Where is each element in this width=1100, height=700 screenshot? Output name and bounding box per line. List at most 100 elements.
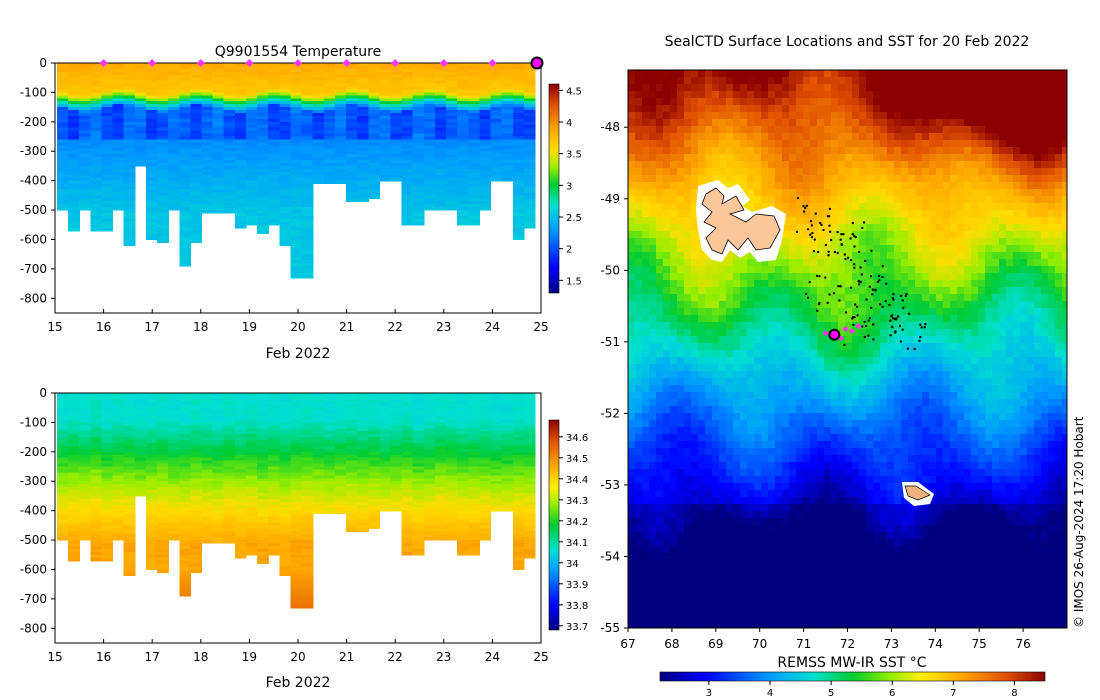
section-cell [190,445,203,450]
section-cell [379,118,392,123]
section-cell [79,407,91,412]
section-cell [479,395,492,400]
section-cell [101,115,114,120]
sst-cell [880,91,888,99]
section-cell [57,145,69,149]
section-cell [490,457,503,462]
section-cell [290,115,303,120]
section-cell [412,168,425,173]
section-cell [268,498,280,503]
section-cell [234,398,247,403]
section-cell [101,469,114,474]
section-cell [401,445,414,450]
section-cell [479,65,492,70]
section-cell [468,148,481,152]
section-cell [523,440,536,444]
section-cell [423,516,436,521]
section-cell [290,395,303,400]
section-cell [312,448,325,453]
section-cell [157,68,169,73]
section-cell [434,419,447,424]
section-cell [357,425,369,429]
section-cell [479,98,492,102]
section-cell [145,101,158,105]
section-cell [212,510,225,515]
section-cell [412,440,425,444]
section-cell [501,454,514,459]
section-cell [290,560,303,565]
section-cell [157,466,169,471]
section-cell [101,448,114,453]
section-cell [390,130,403,135]
section-cell [123,171,136,176]
section-cell [512,74,525,79]
section-cell [312,487,325,491]
section-cell [479,419,492,424]
section-cell [446,504,458,509]
sst-cell [684,84,692,92]
section-cell [123,198,136,202]
section-cell [390,121,403,126]
sst-cell [1013,84,1021,92]
section-cell [401,507,414,512]
section-cell [401,118,414,123]
section-cell [101,171,114,176]
section-cell [479,110,492,114]
section-cell [101,80,114,85]
section-cell [457,504,469,509]
section-cell [234,174,247,179]
section-cell [57,80,69,85]
section-cell [334,95,347,99]
section-cell [423,207,436,211]
section-cell [157,115,169,120]
section-cell [201,160,214,164]
section-cell [212,183,225,188]
section-cell [190,233,203,238]
section-cell [57,189,69,194]
section-cell [523,195,536,199]
section-cell [134,472,147,476]
section-cell [57,151,69,155]
section-cell [201,189,214,194]
section-cell [323,493,336,497]
section-cell [290,419,303,424]
section-cell [523,460,536,465]
section-cell [423,171,436,176]
section-cell [212,198,225,202]
section-cell [423,445,436,450]
section-cell [401,466,414,471]
section-cell [390,177,403,182]
section-cell [68,513,80,518]
section-cell [290,95,303,99]
section-cell [245,215,258,220]
section-cell [90,210,103,214]
section-cell [468,466,481,471]
section-cell [123,528,136,532]
section-cell [145,463,158,468]
salinity-x-label: Feb 2022 [266,675,331,691]
section-cell [401,133,414,138]
section-cell [134,434,147,438]
section-cell [301,413,314,418]
section-cell [112,475,125,479]
sst-cell [817,70,825,78]
section-cell [145,124,158,129]
section-cell [468,168,481,173]
section-cell [290,401,303,406]
section-cell [412,404,425,409]
section-cell [268,101,280,105]
section-cell [112,431,125,435]
section-cell [512,180,525,185]
section-cell [90,92,103,96]
sst-cell [663,70,671,78]
x-tick-label: 25 [533,650,548,664]
section-cell [357,118,369,123]
section-cell [190,457,203,462]
section-cell [301,127,314,132]
section-cell [190,493,203,497]
sst-cell [719,98,727,106]
section-cell [523,554,536,559]
section-cell [212,487,225,491]
section-cell [446,528,458,532]
section-cell [334,127,347,132]
